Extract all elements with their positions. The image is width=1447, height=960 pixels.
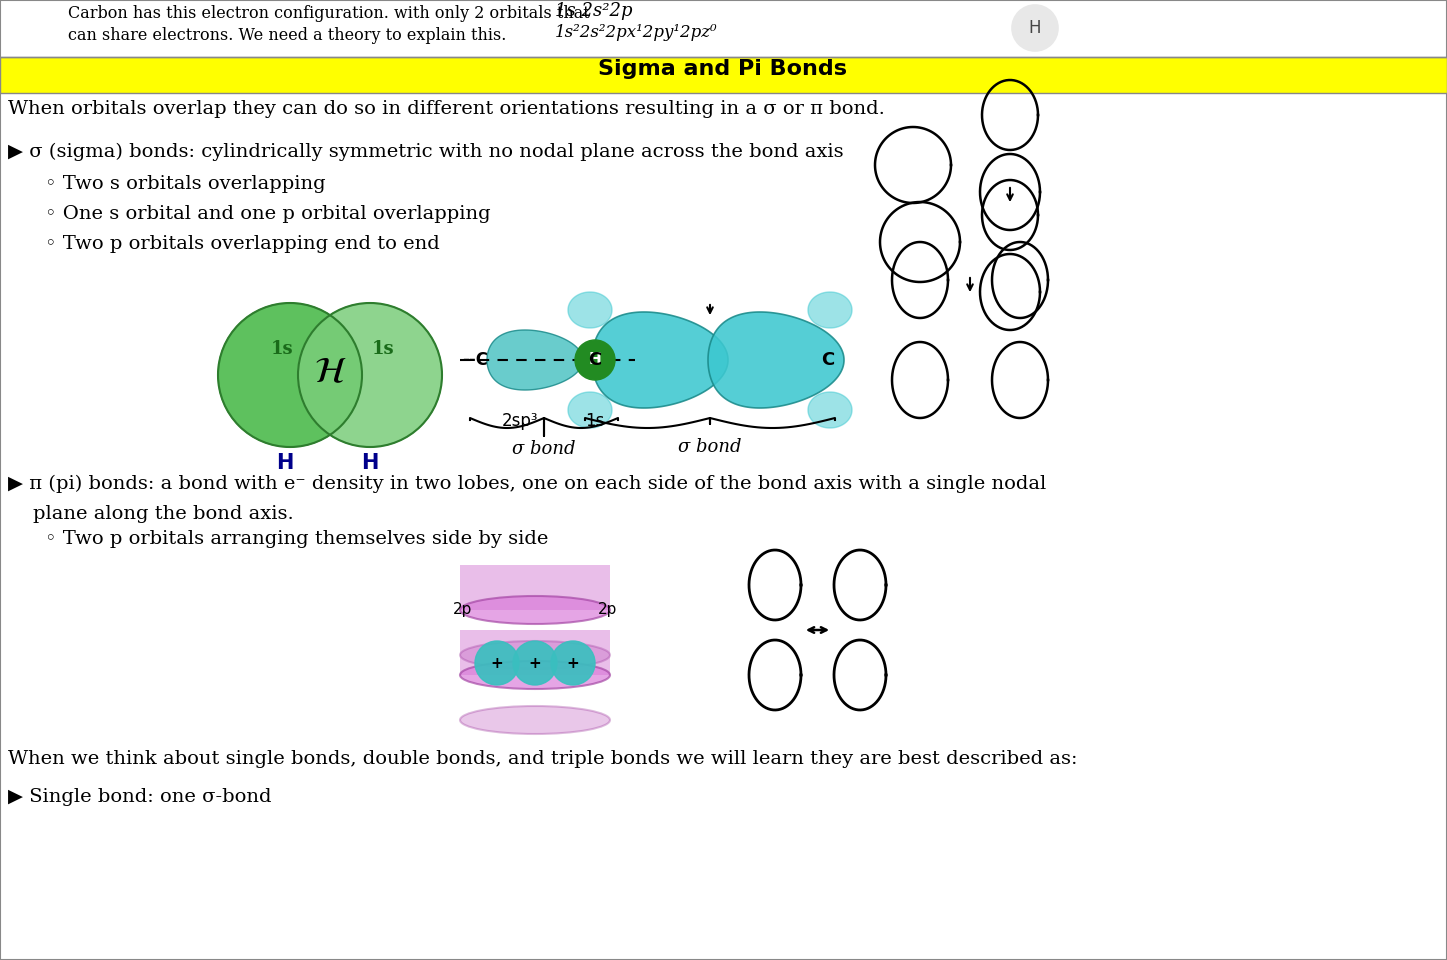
Text: 2sp³: 2sp³ [502,412,538,430]
Ellipse shape [460,641,611,669]
Text: H: H [589,352,602,368]
Text: ◦ Two p orbitals arranging themselves side by side: ◦ Two p orbitals arranging themselves si… [45,530,548,548]
Text: --C: --C [462,351,488,369]
Text: plane along the bond axis.: plane along the bond axis. [9,505,294,523]
Polygon shape [807,292,852,328]
Polygon shape [807,392,852,428]
Circle shape [551,641,595,685]
Text: H: H [276,453,294,473]
Text: 1s 2s²2p: 1s 2s²2p [556,2,632,20]
Text: 1s: 1s [586,412,605,430]
Text: ▶ σ (sigma) bonds: cylindrically symmetric with no nodal plane across the bond a: ▶ σ (sigma) bonds: cylindrically symmetr… [9,143,844,161]
Text: When orbitals overlap they can do so in different orientations resulting in a σ : When orbitals overlap they can do so in … [9,100,886,118]
Text: σ bond: σ bond [512,440,576,458]
Circle shape [1011,5,1058,51]
Text: C: C [589,351,602,369]
Circle shape [574,340,615,380]
Polygon shape [708,312,844,408]
Polygon shape [488,330,583,390]
Bar [460,630,611,675]
Text: +: + [528,656,541,670]
Polygon shape [592,312,728,408]
Circle shape [514,641,557,685]
Circle shape [475,641,519,685]
Text: ▶ π (pi) bonds: a bond with e⁻ density in two lobes, one on each side of the bon: ▶ π (pi) bonds: a bond with e⁻ density i… [9,475,1046,493]
Text: Carbon has this electron configuration. with only 2 orbitals that: Carbon has this electron configuration. … [68,5,590,22]
Text: ▶ Single bond: one σ-bond: ▶ Single bond: one σ-bond [9,788,272,806]
Text: ◦ Two p orbitals overlapping end to end: ◦ Two p orbitals overlapping end to end [45,235,440,253]
Text: +: + [567,656,579,670]
Text: $\mathcal{H}$: $\mathcal{H}$ [314,355,346,389]
Bar [460,565,611,610]
Text: 1s: 1s [271,340,294,358]
Circle shape [298,303,441,447]
Text: Sigma and Pi Bonds: Sigma and Pi Bonds [599,59,848,79]
Polygon shape [569,392,612,428]
Text: can share electrons. We need a theory to explain this.: can share electrons. We need a theory to… [68,27,506,44]
Polygon shape [569,292,612,328]
Ellipse shape [460,706,611,734]
Circle shape [218,303,362,447]
Text: H: H [362,453,379,473]
Text: ◦ One s orbital and one p orbital overlapping: ◦ One s orbital and one p orbital overla… [45,205,491,223]
Text: 1s: 1s [372,340,395,358]
Bar [0,57,1447,93]
Text: +: + [491,656,504,670]
Text: σ bond: σ bond [679,438,742,456]
Text: H: H [1029,19,1042,37]
Text: 1s²2s²2px¹2py¹2pz⁰: 1s²2s²2px¹2py¹2pz⁰ [556,24,718,41]
Ellipse shape [460,596,611,624]
Text: 2p: 2p [598,602,618,617]
Text: C: C [822,351,835,369]
Text: 2p: 2p [453,602,473,617]
Ellipse shape [460,661,611,689]
Text: When we think about single bonds, double bonds, and triple bonds we will learn t: When we think about single bonds, double… [9,750,1078,768]
Text: ◦ Two s orbitals overlapping: ◦ Two s orbitals overlapping [45,175,326,193]
